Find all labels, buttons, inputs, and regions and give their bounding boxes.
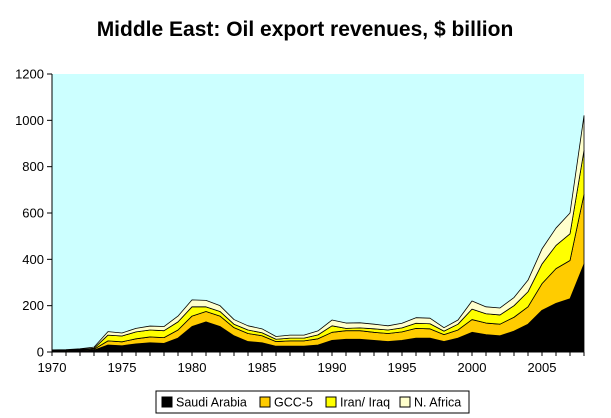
legend [155, 390, 470, 414]
legend-label-gcc-5: GCC-5 [274, 396, 313, 410]
x-tick-label: 2000 [458, 360, 487, 375]
x-tick-label: 1970 [38, 360, 67, 375]
y-tick-label: 400 [22, 252, 44, 267]
x-tick-label: 1980 [178, 360, 207, 375]
legend-swatch-gcc-5 [259, 396, 271, 408]
plot-area [52, 74, 584, 352]
x-tick-label: 1975 [108, 360, 137, 375]
y-tick-label: 600 [22, 206, 44, 221]
y-tick-label: 800 [22, 159, 44, 174]
chart-title: Middle East: Oil export revenues, $ bill… [97, 18, 514, 41]
x-tick-label: 1995 [388, 360, 417, 375]
y-tick-label: 1200 [15, 67, 44, 82]
legend-swatch-iran-iraq [325, 396, 337, 408]
x-tick-label: 1990 [318, 360, 347, 375]
legend-label-iran-iraq: Iran/ Iraq [340, 396, 390, 410]
x-tick-label: 1985 [248, 360, 277, 375]
legend-label-n-africa: N. Africa [414, 396, 461, 410]
x-tick-label: 2005 [528, 360, 557, 375]
y-tick-label: 200 [22, 298, 44, 313]
legend-swatch-n-africa [399, 396, 411, 408]
area-series-n-africa [51, 115, 585, 351]
legend-swatch-saudi-arabia [161, 396, 173, 408]
y-tick-label: 0 [37, 345, 44, 360]
legend-label-saudi-arabia: Saudi Arabia [176, 396, 247, 410]
y-tick-label: 1000 [15, 113, 44, 128]
